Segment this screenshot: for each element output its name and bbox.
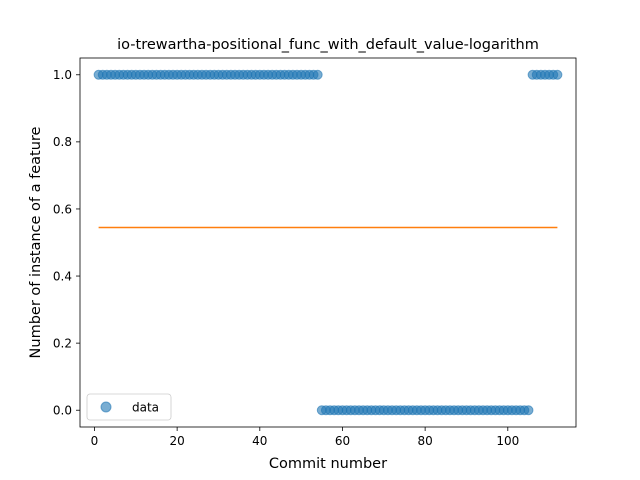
- x-tick-label: 40: [252, 434, 267, 448]
- data-point: [523, 405, 534, 416]
- chart-title: io-trewartha-positional_func_with_defaul…: [117, 37, 539, 53]
- y-axis-label: Number of instance of a feature: [28, 126, 44, 358]
- x-axis-label: Commit number: [269, 456, 387, 472]
- x-axis: 0 20 40 60 80 100: [91, 427, 519, 448]
- legend: data: [86, 393, 172, 421]
- y-tick-label: 0.6: [53, 202, 72, 216]
- legend-entry-data: data: [132, 401, 159, 415]
- x-tick-label: 100: [496, 434, 519, 448]
- y-tick-label: 0.4: [53, 269, 72, 283]
- x-tick-label: 0: [91, 434, 99, 448]
- data-point: [552, 69, 563, 80]
- y-axis: 0.0 0.2 0.4 0.6 0.8 1.0: [53, 68, 80, 418]
- plot-frame: [79, 57, 577, 428]
- legend-box: [86, 393, 172, 421]
- legend-marker: [100, 401, 112, 413]
- y-tick-label: 0.2: [53, 336, 72, 350]
- data-point: [312, 69, 323, 80]
- y-tick-label: 0.0: [53, 404, 72, 418]
- x-tick-label: 80: [417, 434, 432, 448]
- y-tick-label: 0.8: [53, 135, 72, 149]
- series-layer: [93, 69, 563, 416]
- x-tick-label: 60: [335, 434, 350, 448]
- x-tick-label: 20: [169, 434, 184, 448]
- y-tick-label: 1.0: [53, 68, 72, 82]
